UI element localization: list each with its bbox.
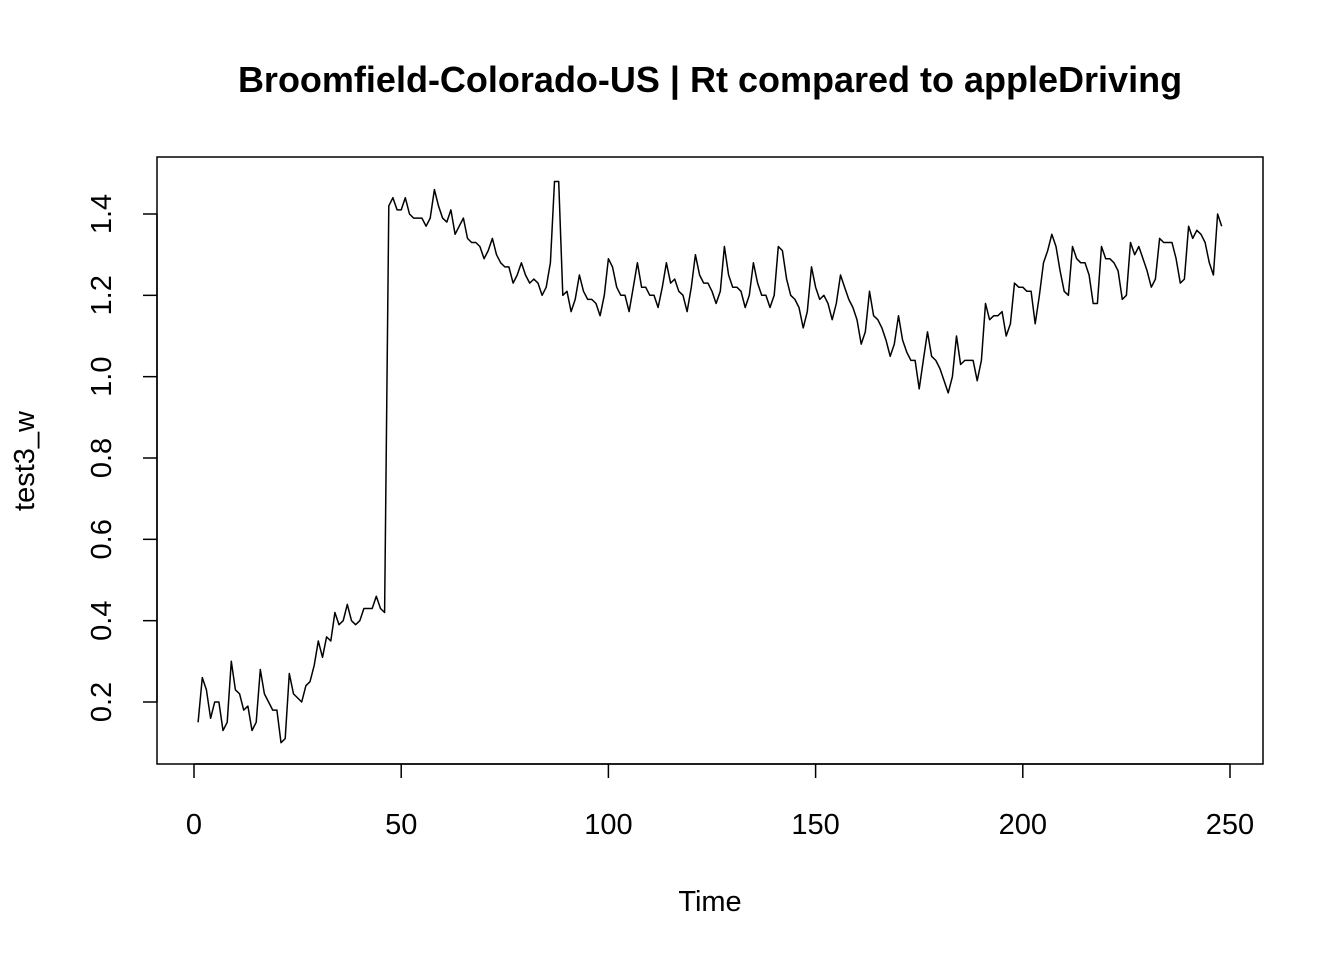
x-tick-label: 150	[791, 809, 839, 841]
x-axis-label: Time	[678, 886, 741, 918]
y-axis-label: test3_w	[9, 410, 41, 511]
y-tick-label: 1.2	[86, 275, 118, 315]
x-axis: 0 50 100 150 200 250	[186, 763, 1254, 841]
x-tick-label: 250	[1206, 809, 1254, 841]
y-tick-label: 1.4	[86, 194, 118, 234]
chart-title: Broomfield-Colorado-US | Rt compared to …	[238, 59, 1182, 101]
x-tick-label: 50	[385, 809, 417, 841]
x-tick-label: 100	[584, 809, 632, 841]
x-tick-label: 0	[186, 809, 202, 841]
y-axis: 0.2 0.4 0.6 0.8 1.0 1.2 1.4	[86, 194, 158, 722]
y-tick-label: 0.6	[86, 519, 118, 559]
y-tick-label: 1.0	[86, 357, 118, 397]
x-tick-label: 200	[999, 809, 1047, 841]
y-tick-label: 0.2	[86, 682, 118, 722]
series-line	[197, 180, 1223, 744]
plot-frame	[156, 156, 1264, 765]
y-tick-label: 0.8	[86, 438, 118, 478]
y-tick-label: 0.4	[86, 601, 118, 641]
